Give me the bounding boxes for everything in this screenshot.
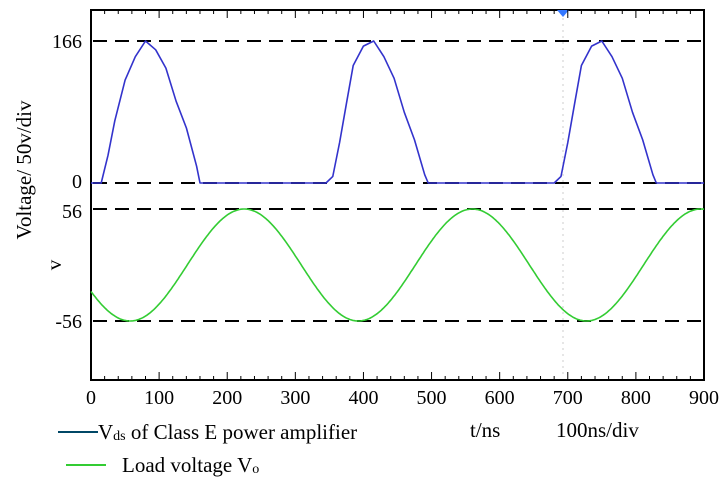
- series-vo-line: [90, 208, 705, 322]
- y-tick-label: 0: [72, 171, 82, 193]
- tick-marks: [90, 10, 705, 380]
- cursor-marker-icon: [557, 10, 569, 17]
- x-tick-label: 500: [417, 387, 447, 409]
- x-tick-labels: 0 100 200 300 400 500 600 700 800 900: [86, 387, 719, 409]
- y-tick-label: 56: [62, 201, 82, 223]
- x-tick-label: 200: [212, 387, 242, 409]
- legend-swatch-vo: [66, 464, 106, 467]
- y-axis-label: Voltage/ 50v/div: [12, 100, 36, 240]
- series-vds-line: [91, 40, 704, 184]
- x-tick-label: 700: [553, 387, 583, 409]
- y-tick-labels: 166 0 56 -56: [52, 31, 82, 333]
- y-tick-label: 166: [52, 31, 82, 53]
- series-group: [90, 40, 705, 322]
- x-tick-label: 0: [86, 387, 96, 409]
- legend-label-vo: Load voltage Vo: [122, 452, 260, 477]
- legend-entry-vds: Vds of Class E power amplifier: [58, 418, 357, 445]
- legend-entry-vo: Load voltage Vo: [58, 451, 259, 478]
- legend-label-vds: Vds of Class E power amplifier: [98, 419, 358, 444]
- x-tick-label: 400: [348, 387, 378, 409]
- x-tick-label: 900: [689, 387, 719, 409]
- x-division-label: 100ns/div: [556, 418, 639, 442]
- x-axis-label: t/ns: [470, 418, 501, 442]
- plot-area: [90, 9, 705, 381]
- x-tick-label: 800: [621, 387, 651, 409]
- x-tick-label: 600: [485, 387, 515, 409]
- x-tick-label: 300: [280, 387, 310, 409]
- legend-swatch-vds: [58, 431, 98, 434]
- y-axis-unit: v: [42, 259, 66, 270]
- y-tick-label: -56: [55, 311, 82, 333]
- x-tick-label: 100: [144, 387, 174, 409]
